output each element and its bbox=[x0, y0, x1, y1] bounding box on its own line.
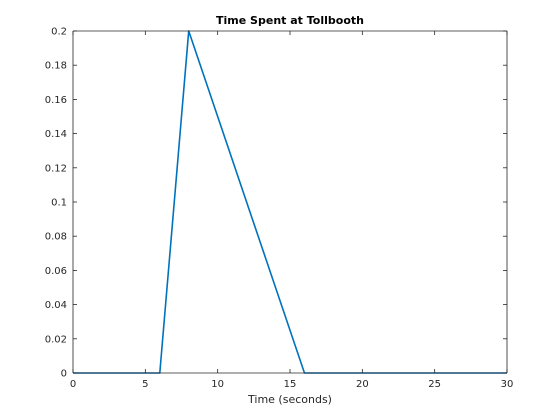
x-axis-label: Time (seconds) bbox=[247, 393, 332, 406]
y-tick-label: 0.02 bbox=[45, 334, 67, 345]
chart-title: Time Spent at Tollbooth bbox=[216, 14, 364, 27]
y-tick-label: 0 bbox=[61, 369, 67, 380]
y-tick-label: 0.06 bbox=[45, 266, 67, 277]
y-tick-label: 0.14 bbox=[45, 129, 67, 140]
x-tick-label: 0 bbox=[70, 379, 76, 390]
x-tick-label: 25 bbox=[428, 379, 441, 390]
y-tick-label: 0.12 bbox=[45, 163, 67, 174]
plot-area bbox=[73, 31, 507, 373]
x-tick-label: 10 bbox=[211, 379, 224, 390]
x-tick-label: 20 bbox=[356, 379, 369, 390]
y-tick-label: 0.1 bbox=[51, 198, 67, 209]
y-tick-label: 0.2 bbox=[51, 27, 67, 38]
x-tick-label: 30 bbox=[501, 379, 514, 390]
y-tick-label: 0.08 bbox=[45, 232, 67, 243]
x-tick-label: 15 bbox=[284, 379, 297, 390]
ticks-layer: 0 5 10 15 20 25 30 0 0.02 0.04 0.06 0.08 0.1 0.12 0.14… bbox=[45, 27, 514, 391]
x-tick-label: 5 bbox=[142, 379, 148, 390]
y-tick-label: 0.18 bbox=[45, 61, 67, 72]
y-tick-label: 0.04 bbox=[45, 300, 67, 311]
y-tick-label: 0.16 bbox=[45, 95, 67, 106]
